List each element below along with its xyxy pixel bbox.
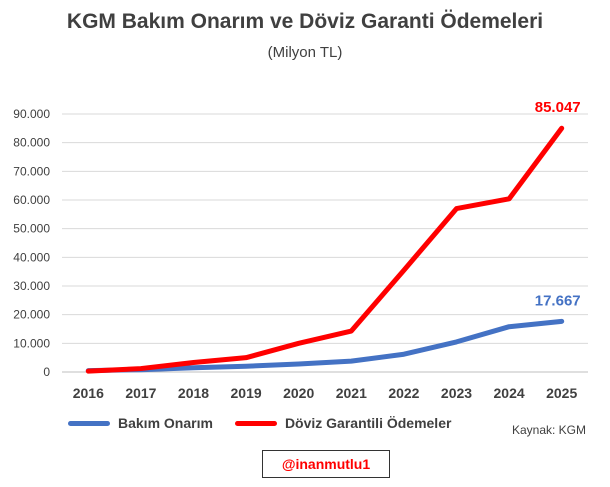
x-tick-label: 2023	[441, 385, 472, 401]
y-tick-label: 70.000	[13, 164, 50, 178]
series-line-bak-m-onar-m	[85, 318, 565, 374]
chart-subtitle: (Milyon TL)	[267, 44, 343, 61]
series-line-do-viz-garantili-o-demeler	[85, 125, 565, 374]
y-tick-label: 20.000	[13, 308, 50, 322]
data-label-do-viz-garantili-o-demeler: 85.047	[535, 99, 581, 116]
author-handle: @inanmutlu1	[262, 450, 390, 478]
chart-title: KGM Bakım Onarım ve Döviz Garanti Ödemel…	[66, 10, 544, 33]
legend: Bakım Onarım Döviz Garantili Ödemeler	[68, 415, 473, 431]
y-tick-label: 0	[43, 365, 50, 379]
y-tick-label: 50.000	[13, 222, 50, 236]
legend-label-bakim-onarim: Bakım Onarım	[118, 415, 213, 431]
legend-swatch-doviz-garantili	[234, 420, 277, 426]
x-tick-label: 2024	[494, 385, 525, 401]
y-tick-label: 60.000	[13, 193, 50, 207]
legend-item-bakim-onarim: Bakım Onarım	[68, 415, 213, 431]
legend-swatch-bakim-onarim	[68, 420, 110, 426]
x-tick-label: 2022	[388, 385, 419, 401]
y-tick-label: 80.000	[13, 136, 50, 150]
x-tick-label: 2016	[73, 385, 104, 401]
x-tick-label: 2018	[178, 385, 209, 401]
legend-label-doviz-garantili: Döviz Garantili Ödemeler	[284, 415, 452, 431]
x-tick-label: 2019	[231, 385, 262, 401]
x-tick-label: 2017	[125, 385, 156, 401]
x-tick-label: 2020	[283, 385, 314, 401]
y-tick-label: 90.000	[13, 107, 50, 121]
x-tick-label: 2025	[546, 385, 577, 401]
legend-item-doviz-garantili: Döviz Garantili Ödemeler	[234, 415, 452, 431]
x-tick-label: 2021	[336, 385, 367, 401]
source-note: Kaynak: KGM	[511, 423, 586, 437]
data-label-bak-m-onar-m: 17.667	[535, 292, 581, 309]
y-tick-label: 30.000	[13, 279, 50, 293]
y-tick-label: 40.000	[13, 250, 50, 264]
y-tick-label: 10.000	[13, 336, 50, 350]
